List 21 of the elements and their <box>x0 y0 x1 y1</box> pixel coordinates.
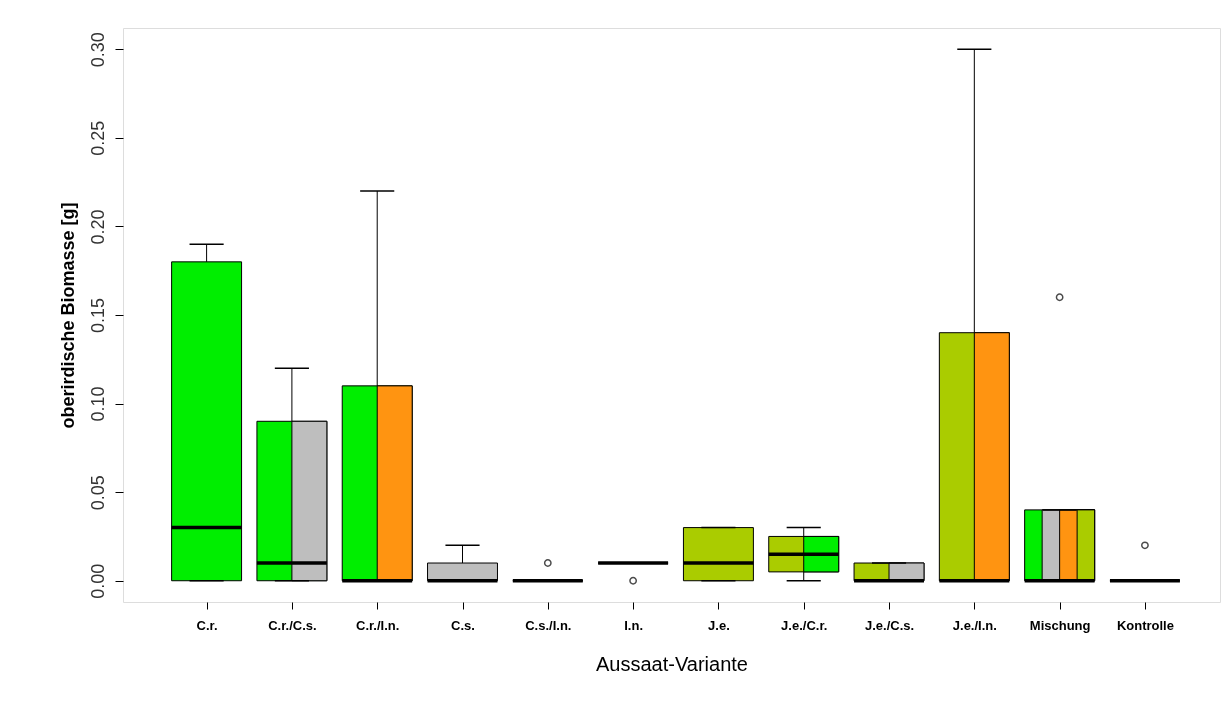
y-tick-label: 0.10 <box>87 386 108 422</box>
y-tick-label: 0.25 <box>87 120 108 156</box>
x-axis-title: Aussaat-Variante <box>596 652 748 675</box>
y-tick-label: 0.20 <box>87 209 108 245</box>
x-tick-label: C.s. <box>451 617 475 633</box>
x-tick-label: C.r./I.n. <box>356 617 400 633</box>
y-axis-title: oberirdische Biomasse [g] <box>57 202 78 429</box>
y-tick-label: 0.30 <box>87 32 108 68</box>
y-tick-label: 0.05 <box>87 475 108 511</box>
x-tick-label: C.s./I.n. <box>525 617 572 633</box>
y-tick-label: 0.00 <box>87 563 108 599</box>
x-tick-label: C.r. <box>196 617 218 633</box>
x-tick-label: Mischung <box>1029 617 1091 633</box>
x-tick-label: C.r./C.s. <box>268 617 317 633</box>
x-tick-label: J.e./I.n. <box>952 617 997 633</box>
x-tick-label: I.n. <box>624 617 643 633</box>
y-tick-label: 0.15 <box>87 297 108 334</box>
x-tick-label: J.e./C.r. <box>781 617 828 633</box>
x-tick-label: Kontrolle <box>1116 617 1174 633</box>
x-tick-label: J.e. <box>708 617 730 633</box>
x-tick-label: J.e./C.s. <box>864 617 915 633</box>
